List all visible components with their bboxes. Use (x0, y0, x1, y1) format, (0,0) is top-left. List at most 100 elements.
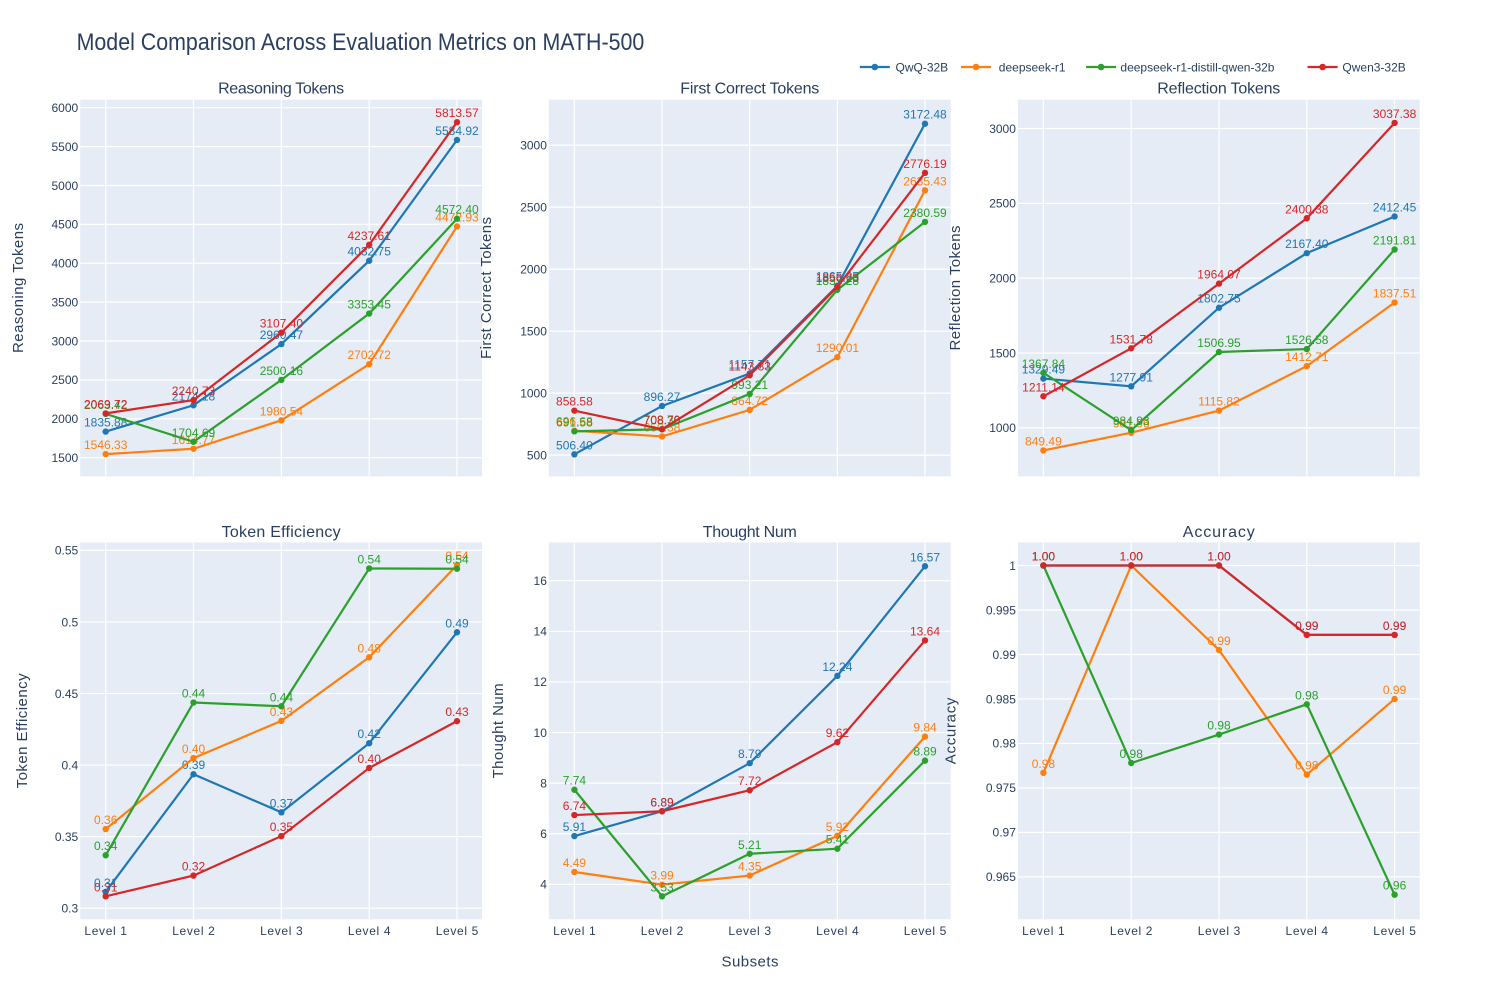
svg-text:0.32: 0.32 (182, 860, 206, 874)
svg-text:Thought Num: Thought Num (490, 683, 507, 778)
svg-text:Reasoning Tokens: Reasoning Tokens (218, 80, 344, 97)
svg-text:506.40: 506.40 (556, 438, 593, 452)
svg-text:QwQ-32B: QwQ-32B (896, 60, 949, 74)
svg-text:Level 3: Level 3 (1198, 924, 1241, 938)
svg-text:2000: 2000 (520, 262, 547, 276)
svg-text:708.70: 708.70 (644, 413, 681, 427)
svg-text:8: 8 (540, 777, 547, 791)
svg-text:4237.61: 4237.61 (348, 229, 392, 243)
svg-text:1: 1 (1009, 559, 1016, 573)
svg-text:0.98: 0.98 (1207, 719, 1231, 733)
svg-text:Reflection Tokens: Reflection Tokens (1157, 80, 1280, 97)
svg-text:Level 3: Level 3 (260, 924, 303, 938)
svg-text:1531.78: 1531.78 (1110, 332, 1154, 346)
svg-text:0.37: 0.37 (270, 796, 294, 810)
svg-text:2167.40: 2167.40 (1285, 237, 1329, 251)
svg-text:Level 1: Level 1 (1022, 924, 1065, 938)
svg-text:696.68: 696.68 (556, 415, 593, 429)
svg-text:0.36: 0.36 (94, 813, 118, 827)
svg-text:16: 16 (534, 574, 548, 588)
svg-text:2069.72: 2069.72 (84, 397, 128, 411)
svg-text:Token Efficiency: Token Efficiency (222, 524, 341, 541)
svg-text:1000: 1000 (989, 421, 1016, 435)
svg-text:1329.49: 1329.49 (1022, 363, 1066, 377)
svg-text:2635.43: 2635.43 (903, 174, 947, 188)
svg-text:1367.84: 1367.84 (1022, 357, 1066, 371)
svg-text:Level 1: Level 1 (84, 924, 127, 938)
svg-text:Accuracy: Accuracy (942, 697, 959, 764)
svg-text:1.00: 1.00 (1207, 550, 1231, 564)
svg-text:0.34: 0.34 (94, 839, 118, 853)
svg-text:0.975: 0.975 (986, 781, 1016, 795)
svg-text:0.42: 0.42 (358, 727, 382, 741)
svg-text:0.98: 0.98 (1295, 688, 1319, 702)
svg-text:0.45: 0.45 (55, 687, 79, 701)
svg-text:0.54: 0.54 (445, 549, 469, 563)
svg-text:2776.19: 2776.19 (903, 157, 947, 171)
svg-text:deepseek-r1-distill-qwen-32b: deepseek-r1-distill-qwen-32b (1120, 60, 1274, 74)
svg-text:14: 14 (534, 625, 548, 639)
svg-text:0.43: 0.43 (445, 705, 469, 719)
svg-text:7.72: 7.72 (738, 774, 762, 788)
svg-text:1.00: 1.00 (1120, 550, 1144, 564)
svg-text:0.97: 0.97 (993, 826, 1017, 840)
svg-text:4500: 4500 (51, 218, 78, 232)
svg-text:2063.42: 2063.42 (84, 398, 128, 412)
svg-text:5.92: 5.92 (826, 820, 850, 834)
svg-text:1115.82: 1115.82 (1198, 395, 1240, 409)
svg-text:3037.38: 3037.38 (1373, 107, 1417, 121)
svg-text:6000: 6000 (51, 101, 78, 115)
svg-text:1546.33: 1546.33 (84, 438, 128, 452)
svg-text:Level 1: Level 1 (553, 924, 596, 938)
svg-text:0.48: 0.48 (358, 641, 382, 655)
svg-text:5000: 5000 (51, 179, 78, 193)
svg-text:13.64: 13.64 (910, 624, 940, 638)
svg-text:4572.40: 4572.40 (435, 203, 479, 217)
svg-text:12: 12 (534, 675, 548, 689)
svg-text:2000: 2000 (51, 412, 78, 426)
svg-text:0.44: 0.44 (182, 687, 206, 701)
svg-text:Level 4: Level 4 (1286, 924, 1329, 938)
svg-text:1290.01: 1290.01 (816, 341, 860, 355)
svg-text:984.93: 984.93 (1113, 414, 1150, 428)
svg-text:1704.69: 1704.69 (172, 426, 216, 440)
svg-text:849.49: 849.49 (1025, 434, 1062, 448)
svg-text:981.96: 981.96 (1113, 417, 1150, 431)
svg-text:0.40: 0.40 (358, 752, 382, 766)
svg-text:0.44: 0.44 (270, 690, 294, 704)
svg-text:0.99: 0.99 (1207, 634, 1231, 648)
svg-text:1.00: 1.00 (1207, 550, 1231, 564)
svg-text:Subsets: Subsets (722, 953, 779, 970)
svg-text:9.62: 9.62 (826, 726, 850, 740)
svg-text:1.00: 1.00 (1032, 550, 1056, 564)
svg-text:1.00: 1.00 (1120, 550, 1144, 564)
svg-text:8.79: 8.79 (738, 747, 762, 761)
svg-text:1837.51: 1837.51 (1373, 287, 1417, 301)
svg-text:993.21: 993.21 (731, 378, 768, 392)
svg-text:6.89: 6.89 (650, 795, 674, 809)
svg-text:0.35: 0.35 (270, 820, 294, 834)
svg-text:1412.71: 1412.71 (1285, 350, 1329, 364)
svg-text:5584.92: 5584.92 (435, 124, 479, 138)
svg-text:8.89: 8.89 (913, 745, 937, 759)
svg-text:1143.83: 1143.83 (728, 359, 771, 373)
svg-text:1.00: 1.00 (1032, 550, 1056, 564)
svg-text:1856.23: 1856.23 (816, 271, 860, 285)
svg-text:0.99: 0.99 (1383, 683, 1407, 697)
svg-text:5.41: 5.41 (826, 833, 850, 847)
svg-text:Level 2: Level 2 (641, 924, 684, 938)
svg-text:Level 2: Level 2 (172, 924, 215, 938)
svg-text:12.24: 12.24 (822, 660, 852, 674)
svg-text:691.58: 691.58 (556, 415, 593, 429)
svg-text:0.965: 0.965 (986, 870, 1016, 884)
svg-text:2400.38: 2400.38 (1285, 202, 1329, 216)
svg-text:Qwen3-32B: Qwen3-32B (1342, 60, 1405, 74)
svg-text:1526.58: 1526.58 (1285, 333, 1329, 347)
svg-text:2500: 2500 (989, 197, 1016, 211)
svg-text:Level 5: Level 5 (1373, 924, 1416, 938)
svg-text:Level 5: Level 5 (904, 924, 947, 938)
svg-text:3172.48: 3172.48 (903, 108, 947, 122)
svg-text:1.00: 1.00 (1120, 550, 1144, 564)
svg-text:0.98: 0.98 (1295, 759, 1319, 773)
svg-text:6.89: 6.89 (650, 795, 674, 809)
